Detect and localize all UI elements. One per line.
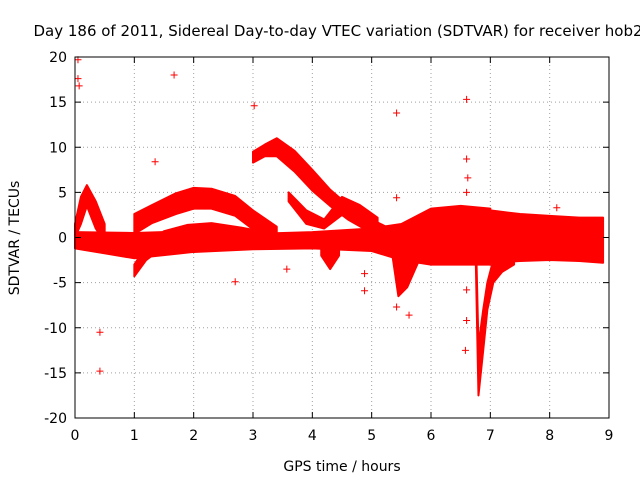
data-band [474,218,516,397]
outlier-point [74,75,82,83]
y-tick-label: -20 [44,411,67,427]
outlier-point [461,346,469,354]
outlier-point [393,194,401,202]
outlier-point [393,303,401,311]
data-band [391,236,421,298]
x-tick-label: 5 [367,428,376,444]
outlier-point [231,278,239,286]
outlier-point [250,102,258,110]
y-tick-label: 0 [58,231,67,247]
data-band [320,241,341,271]
outlier-point [96,328,104,336]
data-band [287,191,379,230]
data-bands [74,137,605,397]
outlier-point [393,109,401,117]
outlier-point [463,317,471,325]
x-tick-label: 8 [545,428,554,444]
chart-title: Day 186 of 2011, Sidereal Day-to-day VTE… [33,22,640,40]
outlier-point [464,174,472,182]
y-axis-label: SDTVAR / TECUs [7,181,23,296]
outlier-point [361,270,369,278]
x-tick-label: 0 [71,428,80,444]
data-band [74,184,106,244]
x-tick-label: 7 [486,428,495,444]
outlier-point [463,155,471,163]
outlier-point [463,188,471,196]
y-tick-label: -5 [53,276,67,292]
outlier-point [75,82,83,90]
y-tick-label: 10 [49,140,67,156]
data-band [133,222,266,278]
x-tick-label: 9 [605,428,614,444]
x-axis-label: GPS time / hours [283,459,400,475]
outlier-points [74,56,561,375]
outlier-point [151,158,159,166]
outlier-point [283,265,291,273]
x-axis-ticks: 0 1 2 3 4 5 6 7 8 9 [71,57,614,444]
x-tick-label: 4 [308,428,317,444]
outlier-point [361,287,369,295]
y-tick-label: -10 [44,321,67,337]
x-tick-label: 1 [130,428,139,444]
outlier-point [553,204,561,212]
data-band [133,186,278,239]
y-tick-label: -15 [44,366,67,382]
x-tick-label: 6 [427,428,436,444]
outlier-point [170,71,178,79]
y-tick-label: 5 [58,185,67,201]
y-tick-label: 15 [49,95,67,111]
x-tick-label: 2 [189,428,198,444]
outlier-point [96,367,104,375]
outlier-point [405,311,413,319]
y-axis-ticks: 20 15 10 5 0 -5 -10 -15 -20 [44,50,609,427]
y-tick-label: 20 [49,50,67,66]
outlier-point [463,286,471,294]
x-tick-label: 3 [249,428,258,444]
outlier-point [463,95,471,103]
